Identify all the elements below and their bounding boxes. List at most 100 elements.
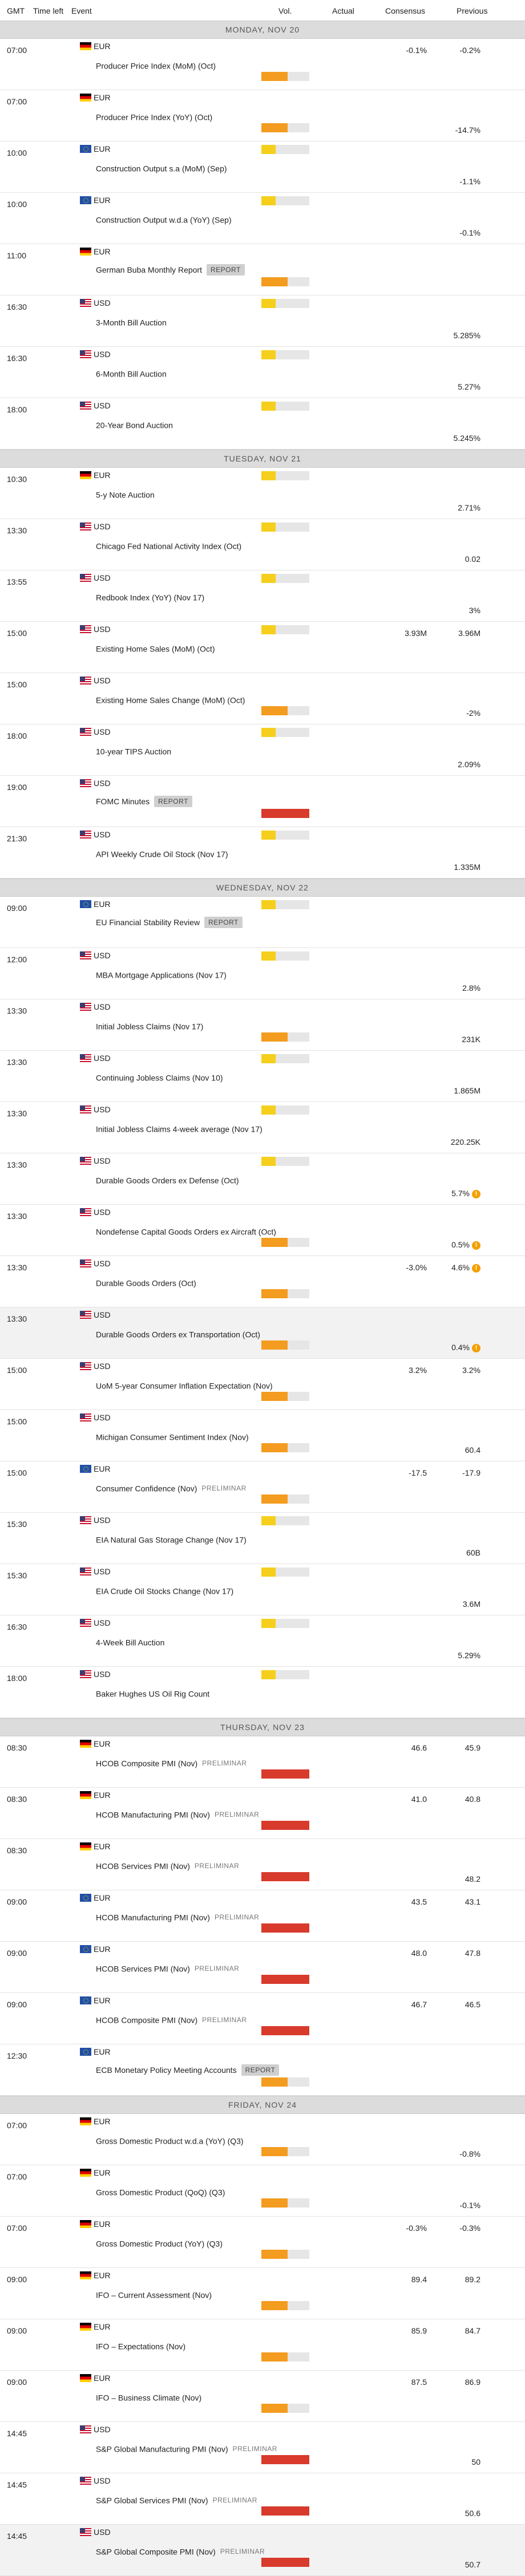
event-name[interactable]: EIA Crude Oil Stocks Change (Nov 17) [96,1586,233,1595]
event-row[interactable]: 15:00 USD Existing Home Sales Change (MoM)… [0,673,525,724]
event-name-text[interactable]: Redbook Index (YoY) (Nov 17) [96,593,205,602]
event-name[interactable]: Baker Hughes US Oil Rig Count [96,1688,209,1698]
event-name[interactable]: Durable Goods Orders (Oct) [96,1278,196,1287]
revision-warning-icon[interactable]: ! [472,1263,480,1273]
event-name[interactable]: Durable Goods Orders ex Defense (Oct) [96,1175,239,1185]
event-name[interactable]: HCOB Services PMI (Nov) PRELIMINAR [96,1861,239,1870]
event-row[interactable]: 07:00 EUR Producer Price Index (MoM) (Oct)… [0,39,525,90]
time-left-header[interactable]: Time left [33,6,64,15]
actual-header[interactable]: Actual [332,6,354,15]
report-badge[interactable]: REPORT [241,2064,280,2076]
event-name-text[interactable]: EIA Crude Oil Stocks Change (Nov 17) [96,1586,234,1596]
event-name[interactable]: HCOB Manufacturing PMI (Nov) PRELIMINAR [96,1912,259,1922]
event-row[interactable]: 14:45 USD S&P Global Services PMI (Nov) PRE… [0,2473,525,2525]
event-row[interactable]: 09:00 EUR EU Financial Stability Review REP… [0,897,525,948]
event-name-text[interactable]: Gross Domestic Product w.d.a (YoY) (Q3) [96,2136,244,2146]
event-name[interactable]: ECB Monetary Policy Meeting Accounts REPO… [96,2064,280,2076]
event-name[interactable]: Producer Price Index (MoM) (Oct) [96,60,216,70]
gmt-header[interactable]: GMT [7,6,25,15]
event-name-text[interactable]: 4-Week Bill Auction [96,1638,165,1647]
event-row[interactable]: 16:30 USD 3-Month Bill Auction 5.285% [0,295,525,347]
event-name[interactable]: German Buba Monthly Report REPORT [96,264,245,276]
event-name[interactable]: 4-Week Bill Auction [96,1637,164,1647]
revision-warning-icon[interactable]: ! [472,1189,480,1198]
event-name-text[interactable]: German Buba Monthly Report [96,265,202,274]
event-name-text[interactable]: Continuing Jobless Claims (Nov 10) [96,1073,223,1083]
event-name[interactable]: S&P Global Services PMI (Nov) PRELIMINAR [96,2495,257,2505]
event-name[interactable]: S&P Global Composite PMI (Nov) PRELIMINAR [96,2546,265,2556]
event-name-text[interactable]: HCOB Manufacturing PMI (Nov) [96,1913,210,1922]
event-name[interactable]: IFO – Expectations (Nov) [96,2341,185,2351]
event-name-text[interactable]: Durable Goods Orders (Oct) [96,1278,196,1288]
event-row[interactable]: 21:30 USD API Weekly Crude Oil Stock (Nov … [0,827,525,878]
event-name-text[interactable]: UoM 5-year Consumer Inflation Expectatio… [96,1381,273,1391]
event-row[interactable]: 07:00 EUR Gross Domestic Product (QoQ) (Q3… [0,2165,525,2217]
event-row[interactable]: 15:00 USD Michigan Consumer Sentiment Inde… [0,1410,525,1461]
event-name[interactable]: FOMC Minutes REPORT [96,796,192,807]
event-row[interactable]: 13:30 USD Chicago Fed National Activity In… [0,519,525,570]
event-name[interactable]: 3-Month Bill Auction [96,317,167,327]
event-name-text[interactable]: HCOB Services PMI (Nov) [96,1964,190,1974]
event-name-text[interactable]: FOMC Minutes [96,797,150,806]
event-row[interactable]: 18:00 USD Baker Hughes US Oil Rig Count [0,1667,525,1718]
event-name[interactable]: UoM 5-year Consumer Inflation Expectatio… [96,1380,273,1390]
event-name-text[interactable]: 10-year TIPS Auction [96,747,172,756]
event-name[interactable]: 20-Year Bond Auction [96,420,173,430]
event-row[interactable]: 09:00 EUR HCOB Composite PMI (Nov) PRELIMIN… [0,1993,525,2044]
event-row[interactable]: 16:30 USD 6-Month Bill Auction 5.27% [0,347,525,398]
event-name-text[interactable]: Initial Jobless Claims (Nov 17) [96,1022,204,1031]
event-name[interactable]: IFO – Business Climate (Nov) [96,2392,201,2402]
event-row[interactable]: 13:30 USD Durable Goods Orders ex Transpor… [0,1307,525,1359]
event-name-text[interactable]: Chicago Fed National Activity Index (Oct… [96,541,242,551]
event-row[interactable]: 09:00 EUR HCOB Manufacturing PMI (Nov) PREL… [0,1890,525,1942]
event-name-text[interactable]: Existing Home Sales (MoM) (Oct) [96,644,215,654]
event-row[interactable]: 08:30 EUR HCOB Services PMI (Nov) PRELIMINA… [0,1839,525,1890]
event-name-text[interactable]: Consumer Confidence (Nov) [96,1484,197,1493]
event-name[interactable]: Gross Domestic Product w.d.a (YoY) (Q3) [96,2136,244,2145]
event-name-text[interactable]: Michigan Consumer Sentiment Index (Nov) [96,1432,249,1442]
event-name-text[interactable]: MBA Mortgage Applications (Nov 17) [96,970,227,980]
event-name-text[interactable]: HCOB Manufacturing PMI (Nov) [96,1810,210,1820]
event-name[interactable]: Existing Home Sales (MoM) (Oct) [96,643,215,653]
event-name[interactable]: IFO – Current Assessment (Nov) [96,2290,212,2299]
event-name[interactable]: MBA Mortgage Applications (Nov 17) [96,970,227,979]
report-badge[interactable]: REPORT [154,796,192,807]
event-row[interactable]: 15:00 USD UoM 5-year Consumer Inflation Ex… [0,1359,525,1410]
event-row[interactable]: 13:30 USD Nondefense Capital Goods Orders … [0,1205,525,1256]
event-name[interactable]: EU Financial Stability Review REPORT [96,917,243,928]
event-name[interactable]: HCOB Services PMI (Nov) PRELIMINAR [96,1963,239,1973]
event-row[interactable]: 12:30 EUR ECB Monetary Policy Meeting Acco… [0,2044,525,2096]
event-row[interactable]: 14:45 USD S&P Global Manufacturing PMI (No… [0,2422,525,2473]
event-name[interactable]: Continuing Jobless Claims (Nov 10) [96,1072,223,1082]
revision-warning-icon[interactable]: ! [472,1241,480,1250]
event-name-text[interactable]: Initial Jobless Claims 4-week average (N… [96,1124,262,1134]
event-name[interactable]: Nondefense Capital Goods Orders ex Aircr… [96,1226,276,1236]
event-name-text[interactable]: ECB Monetary Policy Meeting Accounts [96,2065,237,2075]
event-row[interactable]: 19:00 USD FOMC Minutes REPORT [0,776,525,827]
event-name[interactable]: S&P Global Manufacturing PMI (Nov) PRELIM… [96,2444,277,2453]
revision-warning-icon[interactable]: ! [472,1343,480,1352]
event-row[interactable]: 08:30 EUR HCOB Manufacturing PMI (Nov) PREL… [0,1788,525,1839]
event-name-text[interactable]: IFO – Current Assessment (Nov) [96,2290,212,2300]
event-row[interactable]: 13:30 USD Initial Jobless Claims (Nov 17) 2… [0,999,525,1051]
event-name-text[interactable]: S&P Global Services PMI (Nov) [96,2496,208,2505]
event-row[interactable]: 13:30 USD Initial Jobless Claims 4-week av… [0,1102,525,1153]
event-name-text[interactable]: Baker Hughes US Oil Rig Count [96,1689,210,1699]
event-name[interactable]: Gross Domestic Product (YoY) (Q3) [96,2238,223,2248]
event-name-text[interactable]: IFO – Business Climate (Nov) [96,2393,202,2403]
event-header[interactable]: Event [71,6,92,15]
event-row[interactable]: 13:30 USD Durable Goods Orders (Oct) -3.0% 4… [0,1256,525,1307]
event-row[interactable]: 15:30 USD EIA Crude Oil Stocks Change (Nov… [0,1564,525,1615]
event-row[interactable]: 07:00 EUR Producer Price Index (YoY) (Oct)… [0,90,525,141]
event-name[interactable]: Initial Jobless Claims 4-week average (N… [96,1124,262,1133]
event-name[interactable]: Chicago Fed National Activity Index (Oct… [96,541,241,550]
event-name[interactable]: HCOB Manufacturing PMI (Nov) PRELIMINAR [96,1809,259,1819]
event-name[interactable]: Michigan Consumer Sentiment Index (Nov) [96,1432,249,1441]
event-name-text[interactable]: 20-Year Bond Auction [96,420,173,430]
event-row[interactable]: 15:00 EUR Consumer Confidence (Nov) PRELIMI… [0,1461,525,1513]
event-row[interactable]: 09:00 EUR HCOB Services PMI (Nov) PRELIMINA… [0,1942,525,1993]
event-name[interactable]: HCOB Composite PMI (Nov) PRELIMINAR [96,1758,247,1768]
event-name-text[interactable]: API Weekly Crude Oil Stock (Nov 17) [96,849,228,859]
event-row[interactable]: 08:30 EUR HCOB Composite PMI (Nov) PRELIMIN… [0,1736,525,1788]
event-row[interactable]: 10:00 EUR Construction Output w.d.a (YoY) … [0,193,525,244]
